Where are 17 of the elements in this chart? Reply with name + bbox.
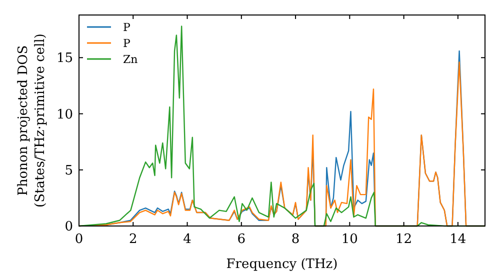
x-tick-label: 2 — [128, 232, 138, 247]
legend-label: Zn — [123, 53, 138, 66]
y-tick-label: 5 — [64, 163, 73, 178]
x-tick-label: 6 — [237, 232, 246, 247]
x-tick-label: 0 — [74, 232, 84, 247]
y-tick-label: 15 — [56, 51, 73, 66]
legend-label: P — [123, 37, 131, 50]
x-tick-label: 8 — [291, 232, 300, 247]
y-axis-title: Phonon projected DOS (States/THz·primitive cell) — [16, 33, 48, 208]
x-tick-label: 12 — [396, 232, 412, 247]
x-axis-title: Frequency (THz) — [226, 257, 338, 272]
x-tick-label: 14 — [450, 232, 466, 247]
y-tick-label: 10 — [56, 107, 73, 122]
legend-label: P — [123, 21, 131, 34]
x-tick-label: 10 — [341, 232, 358, 247]
x-tick-label: 4 — [183, 232, 192, 247]
y-tick-label: 0 — [64, 220, 73, 234]
